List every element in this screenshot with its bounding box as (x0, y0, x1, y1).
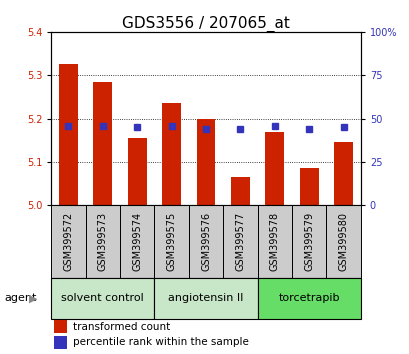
Bar (333, 142, 352, 205)
Text: GSM399577: GSM399577 (235, 212, 245, 271)
Text: GSM399578: GSM399578 (269, 212, 279, 271)
Bar (189, 205, 222, 278)
Bar (51, 278, 154, 319)
Bar (154, 205, 189, 278)
Bar (196, 119, 215, 205)
Bar (265, 132, 283, 205)
Bar (59, 64, 78, 205)
Text: solvent control: solvent control (61, 293, 144, 303)
Text: GSM399572: GSM399572 (63, 212, 73, 271)
Text: GSM399580: GSM399580 (338, 212, 348, 271)
Text: GSM399575: GSM399575 (166, 212, 176, 271)
Bar (291, 205, 326, 278)
Text: GSM399574: GSM399574 (132, 212, 142, 271)
Text: agent: agent (4, 293, 36, 303)
Text: GSM399573: GSM399573 (98, 212, 108, 271)
Bar (54, 336, 67, 349)
Bar (85, 205, 120, 278)
Text: percentile rank within the sample: percentile rank within the sample (73, 337, 248, 348)
Text: angiotensin II: angiotensin II (168, 293, 243, 303)
Bar (326, 205, 360, 278)
Bar (257, 278, 360, 319)
Text: GSM399576: GSM399576 (200, 212, 211, 271)
Bar (257, 205, 291, 278)
Bar (93, 82, 112, 205)
Bar (230, 177, 249, 205)
Title: GDS3556 / 207065_at: GDS3556 / 207065_at (122, 16, 289, 32)
Text: transformed count: transformed count (73, 321, 170, 332)
Bar (162, 103, 181, 205)
Text: GSM399579: GSM399579 (303, 212, 313, 271)
Bar (128, 138, 146, 205)
Bar (299, 169, 318, 205)
Text: torcetrapib: torcetrapib (278, 293, 339, 303)
Bar (51, 205, 85, 278)
Bar (120, 205, 154, 278)
Bar (54, 320, 67, 333)
Bar (154, 278, 257, 319)
Text: ▶: ▶ (29, 293, 37, 303)
Bar (222, 205, 257, 278)
